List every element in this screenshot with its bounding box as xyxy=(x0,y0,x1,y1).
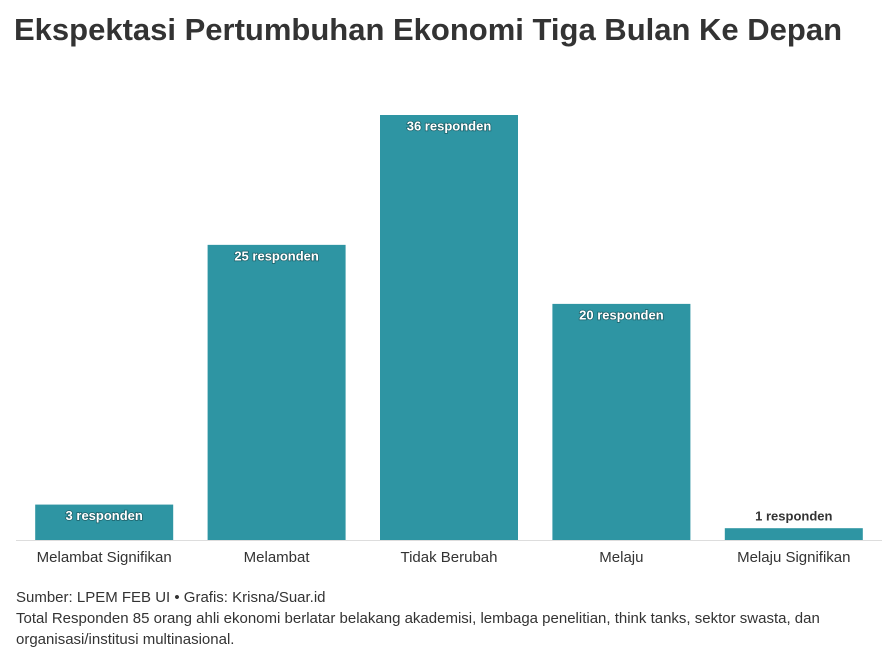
bar xyxy=(380,115,518,540)
note: Total Responden 85 orang ahli ekonomi be… xyxy=(16,610,820,648)
bar xyxy=(35,504,174,540)
value-label: 20 responden xyxy=(579,307,664,322)
x-tick-label: Melaju xyxy=(599,549,643,566)
value-label: 1 responden xyxy=(755,509,832,524)
x-tick-label: Melambat Signifikan xyxy=(37,549,172,566)
chart: Ekspektasi Pertumbuhan Ekonomi Tiga Bula… xyxy=(14,12,882,566)
value-label: 3 responden xyxy=(66,508,143,523)
chart-title: Ekspektasi Pertumbuhan Ekonomi Tiga Bula… xyxy=(14,12,842,47)
x-tick-label: Tidak Berubah xyxy=(400,549,497,566)
bar xyxy=(724,528,863,540)
source: Sumber: LPEM FEB UI • Grafis: Krisna/Sua… xyxy=(16,589,326,606)
value-label: 25 responden xyxy=(234,248,319,263)
bar xyxy=(552,303,691,540)
x-tick-label: Melaju Signifikan xyxy=(737,549,850,566)
bar xyxy=(207,244,346,540)
x-tick-label: Melambat xyxy=(244,549,311,566)
value-label: 36 responden xyxy=(407,118,492,133)
